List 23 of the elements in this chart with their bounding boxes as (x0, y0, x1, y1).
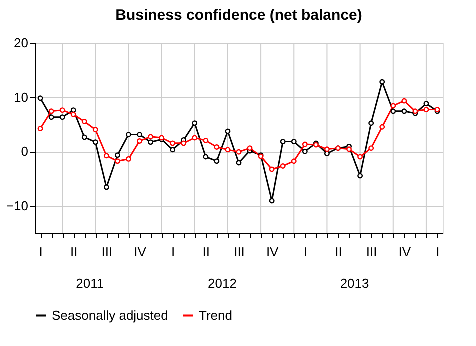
x-tick-label: I (304, 244, 308, 260)
x-tick-label: I (39, 244, 43, 260)
x-tick-label: II (335, 244, 342, 260)
y-tick-label: 10 (14, 90, 28, 105)
x-tick-label: III (102, 244, 113, 260)
legend-label: Trend (199, 308, 232, 323)
text: 2012 (208, 276, 237, 291)
x-tick-label: I (172, 244, 176, 260)
x-tick-label: II (70, 244, 78, 260)
x-tick-label: IV (134, 244, 147, 260)
y-tick-label: 20 (14, 36, 28, 50)
x-tick-label: IV (266, 244, 280, 260)
x-tick-label: IV (398, 244, 412, 260)
x-tick-label: I (436, 244, 440, 260)
legend-label: Seasonally adjusted (52, 308, 168, 323)
y-tick-label: 0 (21, 144, 28, 160)
x-tick-label: III (366, 244, 378, 260)
text: 2011 (76, 276, 104, 291)
text: 2013 (340, 276, 370, 291)
x-tick-label: II (202, 244, 210, 260)
chart-title: Business confidence (net balance) (116, 7, 362, 24)
x-tick-label: III (234, 244, 245, 260)
y-tick-label: −10 (6, 198, 28, 214)
